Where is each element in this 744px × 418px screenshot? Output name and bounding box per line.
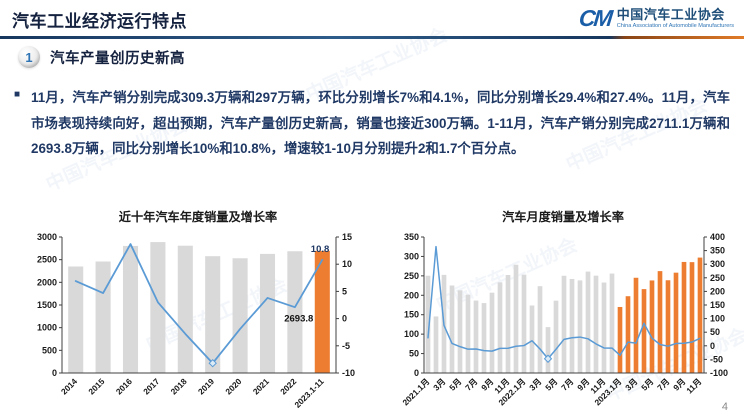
- svg-text:2019: 2019: [196, 376, 216, 396]
- svg-text:2021: 2021: [251, 376, 271, 396]
- svg-text:250: 250: [710, 273, 725, 283]
- svg-text:0: 0: [342, 314, 347, 324]
- svg-text:0: 0: [710, 341, 715, 351]
- svg-text:15: 15: [342, 232, 352, 242]
- svg-text:150: 150: [404, 310, 419, 320]
- page-title: 汽车工业经济运行特点: [12, 12, 187, 31]
- svg-text:50: 50: [710, 327, 720, 337]
- header-divider: [0, 36, 744, 39]
- svg-text:2020: 2020: [223, 376, 243, 396]
- svg-text:0: 0: [414, 368, 419, 378]
- svg-text:2693.8: 2693.8: [284, 314, 313, 325]
- svg-text:200: 200: [404, 290, 419, 300]
- svg-text:2000: 2000: [37, 277, 57, 287]
- svg-text:3月: 3月: [623, 376, 639, 392]
- monthly-chart-title: 汽车月度销量及增长率: [502, 210, 624, 224]
- svg-text:3月: 3月: [527, 376, 543, 392]
- svg-text:-100: -100: [710, 368, 728, 378]
- svg-text:2014: 2014: [59, 376, 79, 396]
- annual-chart-title: 近十年汽车年度销量及增长率: [118, 210, 278, 224]
- svg-text:150: 150: [710, 300, 725, 310]
- monthly-sales-chart: 0 50 100 150 200 250 300 350 -100 -50 0 50 100 150 200…: [400, 232, 728, 407]
- bullet-marker: ■: [14, 89, 21, 100]
- svg-text:350: 350: [404, 232, 419, 242]
- svg-text:2500: 2500: [37, 255, 57, 265]
- svg-text:2023.1-11: 2023.1-11: [292, 376, 326, 410]
- svg-text:300: 300: [710, 259, 725, 269]
- svg-text:2018: 2018: [168, 376, 188, 396]
- svg-text:1000: 1000: [37, 323, 57, 333]
- summary-paragraph: ■ 11月，汽车产销分别完成309.3万辆和297万辆，环比分别增长7%和4.1…: [14, 85, 730, 162]
- svg-text:3月: 3月: [431, 376, 447, 392]
- svg-text:0: 0: [52, 368, 57, 378]
- caam-logo-icon: CM: [577, 5, 613, 31]
- section-header: 1 汽车产量创历史新高: [18, 46, 185, 68]
- svg-text:2022: 2022: [278, 376, 298, 396]
- svg-text:-50: -50: [710, 354, 723, 364]
- svg-text:2017: 2017: [141, 376, 161, 396]
- section-title: 汽车产量创历史新高: [50, 50, 185, 67]
- svg-text:2016: 2016: [114, 376, 134, 396]
- svg-text:250: 250: [404, 271, 419, 281]
- svg-text:400: 400: [710, 232, 725, 242]
- svg-text:10: 10: [342, 259, 352, 269]
- annual-sales-chart: 0 500 1000 1500 2000 2500 3000 -10 -5 0 5 10 15 2014 2…: [37, 232, 355, 410]
- svg-text:11月: 11月: [684, 376, 703, 395]
- annual-sales-chart-panel: 近十年汽车年度销量及增长率 0 500 1000 1500 2000 2500 3000 -1…: [26, 207, 370, 416]
- svg-text:10.8: 10.8: [311, 244, 330, 255]
- svg-text:-10: -10: [342, 368, 355, 378]
- svg-text:3000: 3000: [37, 232, 57, 242]
- monthly-sales-chart-panel: 汽车月度销量及增长率 0 50 100 150 200 250 300 350 -100 -50 0…: [388, 207, 738, 416]
- svg-text:7月: 7月: [655, 376, 671, 392]
- svg-text:500: 500: [42, 345, 57, 355]
- svg-text:2021.1月: 2021.1月: [400, 376, 431, 407]
- logo-name-en: China Association of Automobile Manufact…: [616, 23, 734, 30]
- svg-text:5月: 5月: [639, 376, 655, 392]
- svg-text:100: 100: [710, 314, 725, 324]
- svg-text:200: 200: [710, 286, 725, 296]
- svg-text:100: 100: [404, 329, 419, 339]
- svg-text:5: 5: [342, 286, 347, 296]
- svg-text:5月: 5月: [543, 376, 559, 392]
- svg-text:50: 50: [409, 349, 419, 359]
- svg-text:1500: 1500: [37, 300, 57, 310]
- caam-logo: CM 中国汽车工业协会 China Association of Automob…: [577, 5, 734, 31]
- page-number: 4: [721, 401, 728, 413]
- logo-name-cn: 中国汽车工业协会: [616, 6, 725, 22]
- svg-text:-5: -5: [342, 341, 350, 351]
- svg-text:7月: 7月: [559, 376, 575, 392]
- svg-text:350: 350: [710, 246, 725, 256]
- summary-text: 11月，汽车产销分别完成309.3万辆和297万辆，环比分别增长7%和4.1%，…: [31, 90, 730, 157]
- svg-text:5月: 5月: [447, 376, 463, 392]
- section-number-badge: 1: [18, 46, 40, 68]
- svg-text:300: 300: [404, 251, 419, 261]
- svg-text:7月: 7月: [463, 376, 479, 392]
- svg-text:2015: 2015: [86, 376, 106, 396]
